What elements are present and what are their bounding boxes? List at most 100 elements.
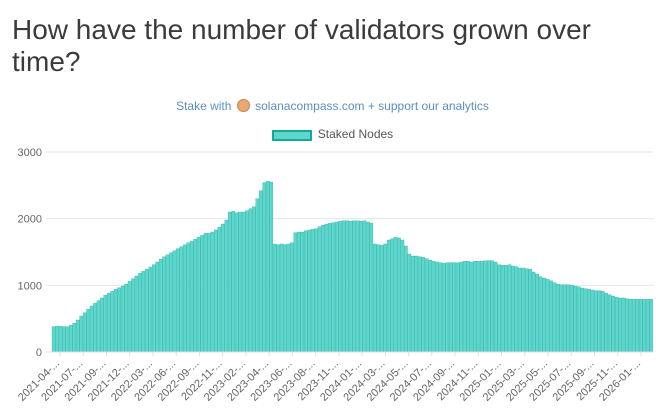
bar-staked-nodes[interactable] <box>290 242 294 353</box>
bar-staked-nodes[interactable] <box>469 261 474 353</box>
bar-staked-nodes[interactable] <box>162 256 166 353</box>
bar-staked-nodes[interactable] <box>632 299 636 353</box>
bar-staked-nodes[interactable] <box>552 282 557 353</box>
bar-staked-nodes[interactable] <box>262 182 267 353</box>
bar-staked-nodes[interactable] <box>269 181 273 353</box>
bar-staked-nodes[interactable] <box>245 210 249 353</box>
bar-staked-nodes[interactable] <box>352 220 356 353</box>
bar-staked-nodes[interactable] <box>348 221 353 353</box>
bar-staked-nodes[interactable] <box>324 223 329 353</box>
bar-staked-nodes[interactable] <box>549 280 553 353</box>
bar-staked-nodes[interactable] <box>556 283 560 353</box>
bar-staked-nodes[interactable] <box>518 267 522 353</box>
bar-staked-nodes[interactable] <box>193 239 197 353</box>
bar-staked-nodes[interactable] <box>645 299 650 353</box>
bar-staked-nodes[interactable] <box>134 275 139 353</box>
bar-staked-nodes[interactable] <box>317 226 322 353</box>
bar-staked-nodes[interactable] <box>224 219 229 353</box>
bar-staked-nodes[interactable] <box>431 261 436 353</box>
bar-staked-nodes[interactable] <box>286 243 291 353</box>
bar-staked-nodes[interactable] <box>511 265 515 353</box>
bar-staked-nodes[interactable] <box>279 243 284 353</box>
bar-staked-nodes[interactable] <box>228 211 232 353</box>
bar-staked-nodes[interactable] <box>86 309 90 353</box>
bar-staked-nodes[interactable] <box>625 298 629 353</box>
bar-staked-nodes[interactable] <box>407 253 412 353</box>
bar-staked-nodes[interactable] <box>594 290 598 353</box>
bar-staked-nodes[interactable] <box>618 297 622 353</box>
bar-staked-nodes[interactable] <box>252 206 256 353</box>
bar-staked-nodes[interactable] <box>259 190 263 353</box>
bar-staked-nodes[interactable] <box>248 208 253 353</box>
bar-staked-nodes[interactable] <box>587 289 591 353</box>
bar-staked-nodes[interactable] <box>231 211 235 353</box>
bar-staked-nodes[interactable] <box>379 245 384 353</box>
bar-staked-nodes[interactable] <box>366 221 370 353</box>
bar-staked-nodes[interactable] <box>89 305 94 353</box>
bar-staked-nodes[interactable] <box>580 287 584 353</box>
bar-staked-nodes[interactable] <box>597 290 602 353</box>
bar-staked-nodes[interactable] <box>417 256 422 353</box>
bar-staked-nodes[interactable] <box>141 271 146 353</box>
bar-staked-nodes[interactable] <box>421 257 425 353</box>
bar-staked-nodes[interactable] <box>438 262 443 353</box>
bar-staked-nodes[interactable] <box>293 232 298 353</box>
bar-staked-nodes[interactable] <box>124 283 128 353</box>
bar-staked-nodes[interactable] <box>639 299 643 353</box>
bar-staked-nodes[interactable] <box>103 295 108 353</box>
bar-staked-nodes[interactable] <box>93 303 97 353</box>
bar-staked-nodes[interactable] <box>338 221 343 353</box>
bar-staked-nodes[interactable] <box>569 285 574 353</box>
bar-staked-nodes[interactable] <box>535 273 539 353</box>
bar-staked-nodes[interactable] <box>55 326 59 353</box>
bar-staked-nodes[interactable] <box>642 299 646 353</box>
bar-staked-nodes[interactable] <box>186 242 191 353</box>
bar-staked-nodes[interactable] <box>376 244 381 353</box>
bar-staked-nodes[interactable] <box>563 284 567 353</box>
solanacompass-link[interactable]: solanacompass.com <box>255 99 365 113</box>
bar-staked-nodes[interactable] <box>459 261 463 353</box>
bar-staked-nodes[interactable] <box>514 266 519 353</box>
bar-staked-nodes[interactable] <box>490 260 494 353</box>
bar-staked-nodes[interactable] <box>373 243 377 353</box>
legend-label-staked-nodes[interactable]: Staked Nodes <box>317 127 394 141</box>
bar-staked-nodes[interactable] <box>504 265 508 353</box>
bar-staked-nodes[interactable] <box>542 277 546 353</box>
bar-staked-nodes[interactable] <box>114 289 118 353</box>
bar-staked-nodes[interactable] <box>345 220 349 353</box>
bar-staked-nodes[interactable] <box>72 323 77 353</box>
bar-staked-nodes[interactable] <box>341 220 346 353</box>
bar-staked-nodes[interactable] <box>611 295 615 353</box>
bar-staked-nodes[interactable] <box>214 229 218 353</box>
bar-staked-nodes[interactable] <box>62 326 66 353</box>
bar-staked-nodes[interactable] <box>476 261 481 353</box>
chart-legend[interactable]: Staked Nodes <box>0 127 665 141</box>
bar-staked-nodes[interactable] <box>148 266 153 353</box>
bar-staked-nodes[interactable] <box>79 315 83 353</box>
bar-staked-nodes[interactable] <box>190 241 194 353</box>
bar-staked-nodes[interactable] <box>400 239 405 353</box>
bar-staked-nodes[interactable] <box>221 223 225 353</box>
bar-staked-nodes[interactable] <box>100 297 104 353</box>
bar-staked-nodes[interactable] <box>196 237 201 353</box>
bar-staked-nodes[interactable] <box>483 260 488 353</box>
bar-staked-nodes[interactable] <box>604 293 608 353</box>
bar-staked-nodes[interactable] <box>621 297 626 353</box>
bar-staked-nodes[interactable] <box>559 284 564 353</box>
bar-staked-nodes[interactable] <box>207 233 211 353</box>
bar-staked-nodes[interactable] <box>217 227 222 353</box>
bar-staked-nodes[interactable] <box>480 261 484 353</box>
bar-staked-nodes[interactable] <box>635 299 640 353</box>
bar-staked-nodes[interactable] <box>649 299 653 353</box>
bar-staked-nodes[interactable] <box>131 278 135 353</box>
bar-staked-nodes[interactable] <box>386 239 391 353</box>
bar-staked-nodes[interactable] <box>307 229 311 353</box>
bar-staked-nodes[interactable] <box>110 291 115 353</box>
bar-staked-nodes[interactable] <box>462 261 467 353</box>
bar-staked-nodes[interactable] <box>272 243 277 353</box>
bar-staked-nodes[interactable] <box>383 243 387 353</box>
bar-staked-nodes[interactable] <box>152 264 156 353</box>
bar-staked-nodes[interactable] <box>497 264 501 353</box>
bar-staked-nodes[interactable] <box>614 297 619 353</box>
bar-staked-nodes[interactable] <box>445 262 450 353</box>
